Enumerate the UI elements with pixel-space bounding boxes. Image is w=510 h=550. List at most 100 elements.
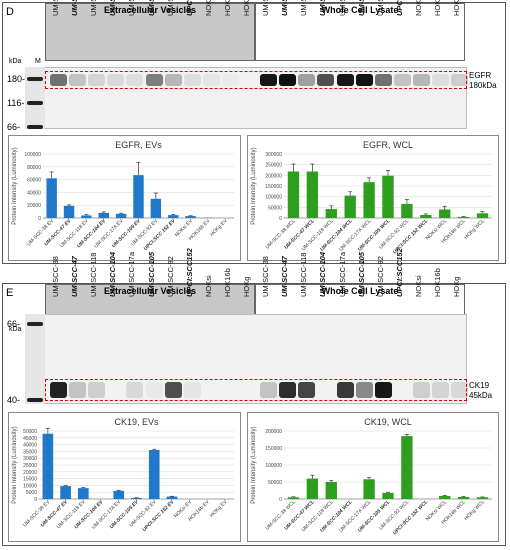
x-tick-label: HOKg WCL — [463, 218, 486, 241]
lane-label: HOK16b — [222, 268, 232, 297]
bar — [420, 215, 432, 218]
bar — [98, 212, 109, 218]
panel_d-kda-label: kDa — [9, 58, 22, 65]
bar — [382, 175, 394, 218]
panel_d-ev-header-box — [45, 3, 255, 61]
lane-label: HOKg — [452, 0, 462, 16]
bar — [306, 171, 319, 218]
chart-egfr-wcl-svg: EGFR, WCL Protein Intensity (Luminosity) 0… — [251, 140, 492, 255]
chart-egfr-evs: EGFR, EVs Protein Intensity (Luminosity) 0… — [8, 135, 241, 261]
panel-e-blot: Extracellular Vesicles Whole Cell Lysate U… — [3, 248, 505, 412]
bar — [363, 479, 375, 499]
bar — [166, 496, 178, 499]
panel_d-protein-size: 180kDa — [469, 81, 497, 90]
lane-label: UM-SCC-105 — [146, 251, 156, 297]
y-tick-label: 100000 — [24, 152, 41, 158]
lane-label: NOKsi — [413, 0, 423, 16]
bar — [60, 486, 71, 499]
lane-label: UM-SCC-105 — [356, 251, 366, 297]
lane-label: HOKg — [242, 276, 251, 297]
sample-band — [279, 74, 297, 86]
lane-label: UM-SCC-118 — [89, 0, 98, 16]
sample-band — [298, 382, 316, 398]
x-tick-label: HOKg WCL — [463, 499, 486, 522]
y-tick-label: 35000 — [23, 449, 37, 455]
y-tick-label: 200000 — [265, 173, 282, 179]
sample-band — [221, 74, 239, 86]
bar — [325, 209, 337, 218]
lane-label: UM-SCC-17a — [127, 0, 136, 16]
lane-label: UM-SCC-105 — [357, 0, 366, 16]
panel_d-protein-label: EGFR — [469, 71, 492, 80]
lane-label: UM-SCC-118 — [299, 0, 308, 16]
panel-e-letter: E — [6, 287, 14, 299]
lane-label: HOK16b — [433, 0, 442, 16]
sample-band — [126, 382, 144, 398]
chart-ck19-wcl-svg: CK19, WCL Protein Intensity (Luminosity) 0… — [251, 417, 492, 536]
lane-label: UM-SCC-47 — [70, 0, 79, 16]
panel_d-ladder-band — [27, 125, 43, 129]
bar — [150, 198, 162, 218]
y-tick-label: 50000 — [268, 480, 282, 486]
panel_d-ev-header: Extracellular Vesicles — [103, 5, 197, 15]
lane-label: UM-SCC-105 — [147, 0, 156, 16]
y-tick-label: 0 — [38, 216, 41, 222]
lane-label: UM-SCC-92 — [166, 0, 175, 16]
panel_e-kda-label: kDa — [9, 326, 22, 333]
lane-label: NOKsi — [203, 275, 213, 297]
lane-label: UPCI:SCC152 — [184, 248, 194, 297]
bar — [81, 215, 92, 218]
bar — [401, 203, 413, 218]
x-tick-label: UPCI:SCC 152 WCL — [392, 499, 429, 536]
y-axis-label: Protein Intensity (Luminosity) — [12, 426, 18, 503]
lane-label: UM-SCC-38 — [261, 0, 270, 16]
lane-label: UM-SCC-118 — [89, 252, 99, 297]
bar — [42, 433, 54, 499]
bar — [382, 492, 394, 499]
lane-label: UM-SCC-92 — [376, 0, 385, 16]
panel_d-ladder-lane — [25, 67, 45, 129]
y-tick-label: 20000 — [27, 203, 41, 209]
lane-label: UPCI:SCC152 — [395, 0, 404, 16]
lane-label: UM-SCC-38 — [51, 256, 60, 297]
panel_e-wcl-header: Whole Cell Lysate — [321, 286, 399, 296]
bar — [63, 205, 75, 218]
sample-band — [336, 74, 354, 86]
chart-ck19-evs: CK19, EVs Protein Intensity (Luminosity) 0… — [8, 412, 241, 542]
panel_d-ladder-band — [27, 77, 43, 81]
sample-band — [50, 74, 67, 86]
y-tick-label: 150000 — [265, 184, 282, 190]
y-tick-label: 0 — [34, 497, 37, 503]
lane-label: HOK16b — [433, 268, 442, 297]
sample-band — [317, 74, 335, 86]
bar — [401, 436, 413, 499]
chart-egfr-evs-svg: EGFR, EVs Protein Intensity (Luminosity) 0… — [12, 140, 234, 252]
sample-band — [88, 74, 106, 86]
y-tick-label: 40000 — [23, 443, 37, 449]
chart-ck19-wcl: CK19, WCL Protein Intensity (Luminosity) 0… — [247, 412, 499, 542]
bar — [306, 478, 319, 499]
y-axis-label: Protein Intensity (Luminosity) — [251, 147, 257, 224]
sample-band — [126, 74, 144, 86]
sample-band — [164, 74, 182, 86]
panel_d-wcl-header-box — [255, 3, 465, 61]
y-tick-label: 250000 — [265, 163, 282, 169]
panel_e-highlight-box — [45, 379, 467, 401]
y-tick-label: 50000 — [268, 205, 282, 211]
sample-band — [279, 382, 297, 398]
bar — [439, 209, 451, 218]
sample-band — [50, 382, 67, 398]
sample-band — [412, 382, 430, 398]
panel_d-marker-tick: 66- — [7, 122, 21, 132]
sample-band — [145, 382, 163, 398]
sample-band — [88, 382, 106, 398]
y-tick-label: 5000 — [26, 490, 37, 496]
sample-band — [145, 74, 163, 86]
bar — [115, 213, 127, 218]
lane-label: UM-SCC-104 — [318, 251, 328, 297]
x-tick-label: UPCI:SCC 152 EV — [143, 218, 177, 252]
panel_e-protein-size: 45kDa — [469, 391, 493, 400]
panel-d: D Extracellular Vesicles Whole Cell Lysat… — [2, 0, 506, 264]
lane-label: UM-SCC-92 — [165, 256, 175, 297]
